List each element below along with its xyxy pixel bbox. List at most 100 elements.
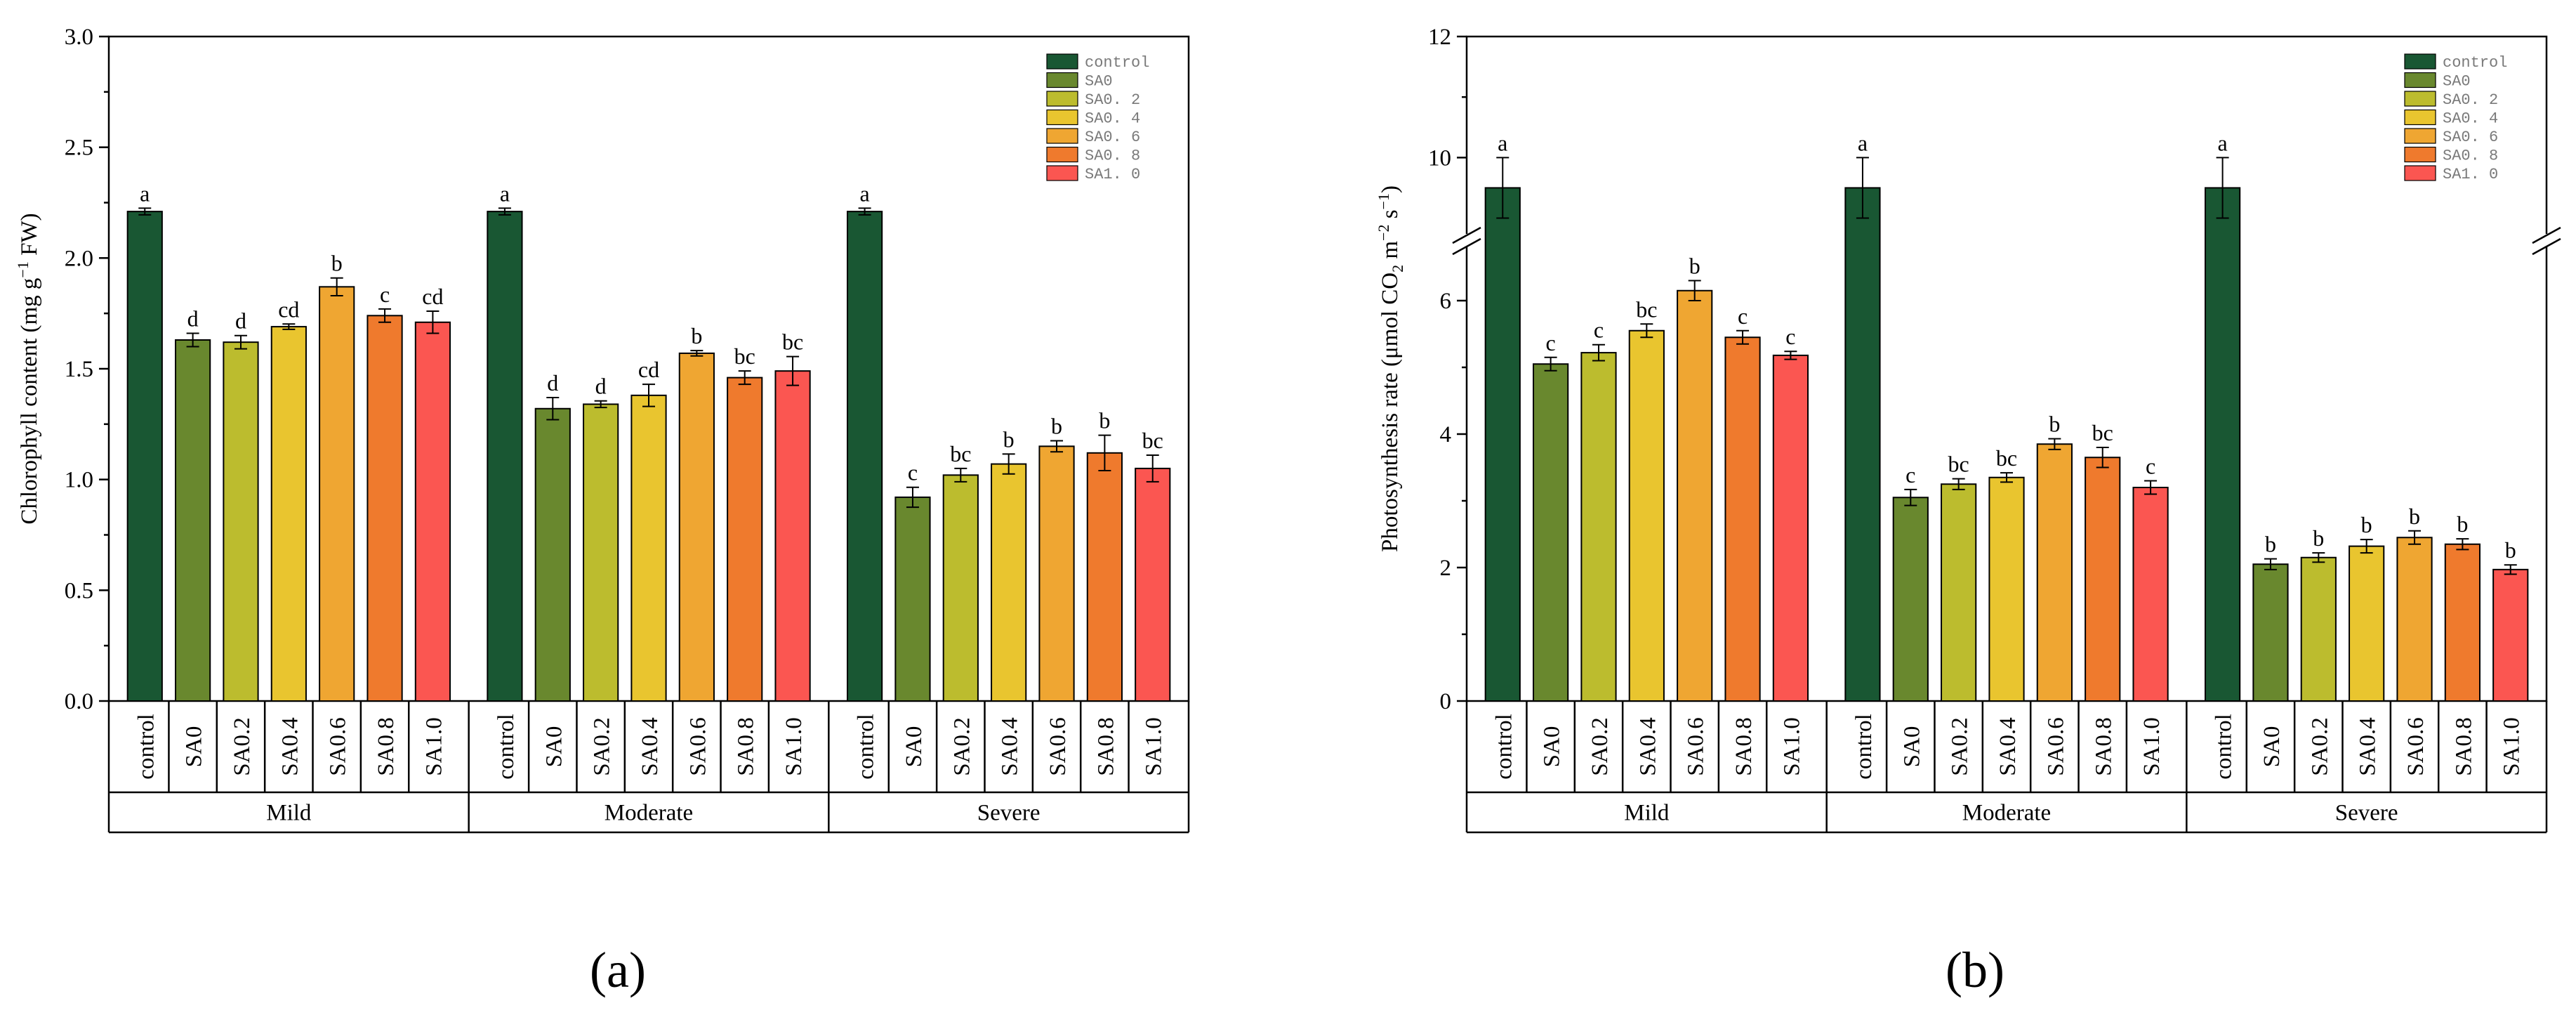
legend-label-b: SA1. 0: [2443, 166, 2498, 183]
legend-swatch-a: [1046, 109, 1078, 126]
legend-swatch-a: [1046, 165, 1078, 181]
significance-letter-b: a: [2217, 130, 2227, 155]
category-label-a: SA0.6: [326, 717, 351, 775]
bar-a-severe-control: [846, 211, 883, 702]
legend-swatch-b: [2404, 146, 2436, 163]
bar-a-mild-sa0: [175, 339, 211, 702]
y-tick-label-b: 6: [1440, 289, 1452, 314]
panel-b-label: (b): [1946, 942, 2004, 998]
category-label-a: SA0: [901, 726, 927, 768]
bar-b-mild-sa04: [1628, 329, 1665, 702]
category-label-a: control: [494, 714, 519, 779]
category-label-b: SA1.0: [2499, 717, 2525, 775]
category-label-a: SA0.8: [374, 717, 399, 775]
y-axis-label-a: Chlorophyll content (mg g−1 FW): [14, 213, 42, 524]
significance-letter-b: b: [1689, 254, 1700, 279]
axis-break-mark-b: [2532, 226, 2561, 244]
legend-swatch-a: [1046, 146, 1078, 163]
legend-swatch-b: [2404, 109, 2436, 126]
category-label-a: SA0.2: [230, 717, 255, 775]
y-axis-label-b: Photosynthesis rate (μmol CO2 m−2 s−1): [1375, 185, 1406, 552]
category-label-b: control: [1851, 714, 1877, 779]
category-label-a: SA1.0: [421, 717, 447, 775]
category-label-b: SA0.4: [2356, 717, 2381, 775]
category-label-b: SA0: [2259, 726, 2285, 768]
legend-swatch-a: [1046, 91, 1078, 107]
legend-label-b: SA0: [2443, 73, 2471, 91]
y-tick-label-a: 3.0: [65, 25, 93, 50]
significance-letter-b: a: [1498, 130, 1507, 155]
axis-break-mark-b: [1452, 237, 1481, 256]
legend-swatch-b: [2404, 72, 2436, 89]
category-label-b: SA1.0: [1779, 717, 1804, 775]
significance-letter-a: cd: [278, 296, 299, 322]
category-label-a: SA0.4: [998, 717, 1023, 775]
bar-a-moderate-sa02: [583, 403, 619, 702]
panel-a-label: (a): [590, 942, 646, 998]
group-label-b: Mild: [1624, 801, 1670, 826]
legend-label-b: SA0. 4: [2443, 110, 2498, 128]
legend-swatch-a: [1046, 53, 1078, 70]
bar-a-mild-sa02: [223, 341, 259, 702]
significance-letter-a: a: [140, 181, 150, 206]
significance-letter-a: b: [1003, 426, 1015, 452]
significance-letter-a: d: [187, 306, 199, 332]
significance-letter-b: b: [2313, 525, 2324, 551]
legend-swatch-a: [1046, 128, 1078, 144]
category-label-a: SA0: [182, 726, 207, 768]
bar-a-mild-sa04: [270, 326, 307, 702]
significance-letter-b: c: [1594, 317, 1604, 343]
significance-letter-b: b: [2265, 532, 2276, 557]
significance-letter-a: d: [235, 308, 246, 334]
category-label-b: SA0.2: [1587, 717, 1613, 775]
category-label-a: SA1.0: [781, 717, 807, 775]
group-label-a: Mild: [266, 801, 312, 826]
bar-b-moderate-sa08: [2085, 457, 2121, 702]
bar-b-severe-sa02: [2300, 556, 2337, 702]
y-tick-label-a: 1.0: [65, 468, 93, 493]
bar-b-moderate-sa02: [1941, 483, 1977, 702]
bar-b-mild-sa08: [1724, 336, 1761, 702]
y-tick-label-b: 0: [1440, 689, 1452, 714]
category-label-b: control: [1491, 714, 1517, 779]
y-tick-label-a: 0.5: [65, 578, 93, 603]
group-label-a: Severe: [977, 801, 1041, 826]
bar-a-mild-sa08: [366, 315, 403, 702]
y-tick-label-a: 1.5: [65, 357, 93, 382]
bar-b-moderate-sa06: [2036, 443, 2073, 702]
significance-letter-a: a: [500, 181, 510, 206]
category-label-b: SA0.2: [2307, 717, 2332, 775]
category-label-a: SA1.0: [1142, 717, 1167, 775]
bar-a-severe-sa0: [894, 496, 931, 702]
group-label-b: Severe: [2335, 801, 2398, 826]
significance-letter-b: c: [1905, 462, 1915, 487]
significance-letter-b: bc: [2092, 420, 2113, 445]
bar-b-severe-sa08: [2444, 543, 2481, 702]
bar-b-mild-sa02: [1580, 352, 1617, 702]
legend-swatch-b: [2404, 53, 2436, 70]
significance-letter-b: b: [2361, 512, 2372, 537]
category-label-b: SA0.8: [2451, 717, 2476, 775]
axis-break-mark-b: [2532, 237, 2561, 256]
category-label-b: SA0.4: [1995, 717, 2021, 775]
category-label-a: SA0.4: [638, 717, 663, 775]
panel-b-chart: 02461012acontrolcSA0cSA0.2bcSA0.4bSA0.6c…: [1375, 25, 2561, 834]
category-label-a: control: [854, 714, 879, 779]
legend-label-a: SA0. 8: [1085, 148, 1140, 165]
legend-label-a: control: [1085, 54, 1149, 72]
group-label-b: Moderate: [1962, 801, 2051, 826]
bar-b-severe-sa10: [2492, 568, 2529, 702]
significance-letter-b: c: [1785, 324, 1795, 349]
bar-a-moderate-sa04: [630, 394, 667, 702]
category-label-a: SA0.4: [277, 717, 303, 775]
category-label-a: SA0.6: [685, 717, 711, 775]
legend-swatch-b: [2404, 165, 2436, 181]
category-label-b: SA0.8: [2092, 717, 2117, 775]
category-label-a: SA0.8: [734, 717, 759, 775]
bar-a-moderate-sa08: [727, 376, 763, 702]
legend-label-b: SA0. 8: [2443, 148, 2498, 165]
significance-letter-b: bc: [1996, 445, 2017, 471]
bar-a-moderate-sa06: [678, 352, 715, 702]
bar-a-severe-sa04: [991, 463, 1027, 702]
y-tick-label-b: 10: [1428, 145, 1451, 171]
